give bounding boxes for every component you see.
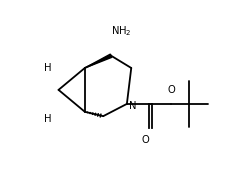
Text: O: O (141, 135, 149, 145)
Text: H: H (44, 114, 52, 124)
Text: H: H (44, 63, 52, 73)
Text: N: N (129, 101, 137, 111)
Text: O: O (168, 85, 175, 95)
Text: NH$_2$: NH$_2$ (111, 24, 131, 38)
Polygon shape (85, 54, 112, 68)
